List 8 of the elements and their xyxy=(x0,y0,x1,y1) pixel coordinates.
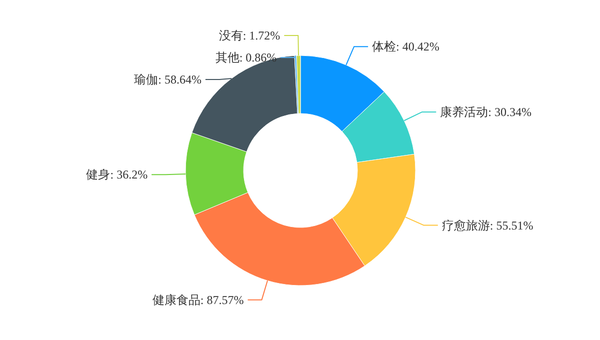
slice-label: 疗愈旅游: 55.51% xyxy=(442,218,534,232)
slice-label: 健身: 36.2% xyxy=(86,168,148,182)
slice-label: 瑜伽: 58.64% xyxy=(134,72,202,87)
slice-label: 体检: 40.42% xyxy=(372,40,440,54)
legend-label: 其他: 0.86% xyxy=(215,50,277,65)
slice-label: 健康食品: 87.57% xyxy=(152,292,244,307)
slice-label: 康养活动: 30.34% xyxy=(440,104,532,119)
slice-label: 没有: 1.72% xyxy=(218,28,280,43)
